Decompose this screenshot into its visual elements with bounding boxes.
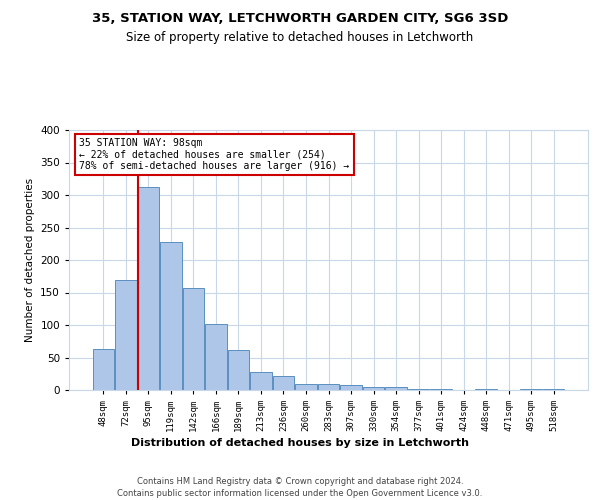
- Bar: [363, 387, 384, 390]
- Bar: [160, 242, 182, 390]
- Bar: [385, 388, 407, 390]
- Y-axis label: Number of detached properties: Number of detached properties: [25, 178, 35, 342]
- Text: 35, STATION WAY, LETCHWORTH GARDEN CITY, SG6 3SD: 35, STATION WAY, LETCHWORTH GARDEN CITY,…: [92, 12, 508, 26]
- Text: 35 STATION WAY: 98sqm
← 22% of detached houses are smaller (254)
78% of semi-det: 35 STATION WAY: 98sqm ← 22% of detached …: [79, 138, 350, 171]
- Bar: [250, 372, 272, 390]
- Bar: [92, 349, 114, 390]
- Bar: [295, 384, 317, 390]
- Bar: [205, 324, 227, 390]
- Bar: [543, 388, 565, 390]
- Text: Distribution of detached houses by size in Letchworth: Distribution of detached houses by size …: [131, 438, 469, 448]
- Bar: [182, 288, 204, 390]
- Text: Contains HM Land Registry data © Crown copyright and database right 2024.
Contai: Contains HM Land Registry data © Crown c…: [118, 476, 482, 498]
- Bar: [340, 385, 362, 390]
- Bar: [115, 280, 137, 390]
- Bar: [273, 376, 294, 390]
- Bar: [318, 384, 339, 390]
- Bar: [228, 350, 249, 390]
- Bar: [408, 388, 429, 390]
- Text: Size of property relative to detached houses in Letchworth: Size of property relative to detached ho…: [127, 32, 473, 44]
- Bar: [137, 186, 159, 390]
